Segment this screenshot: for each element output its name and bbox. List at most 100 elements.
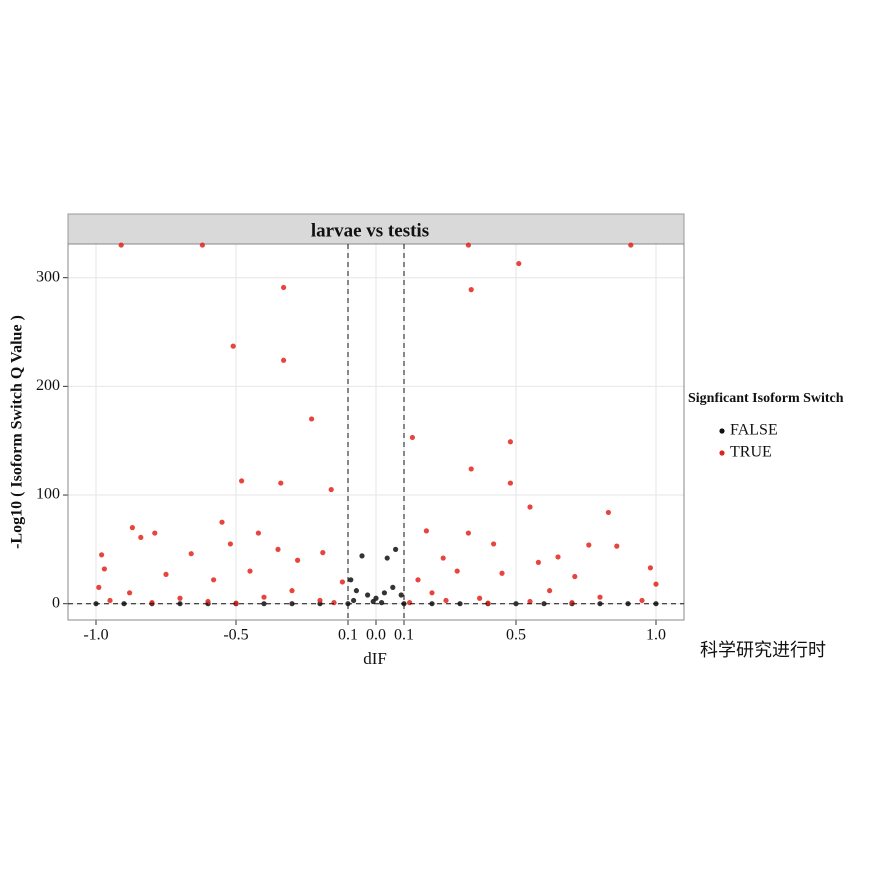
x-tick-label: 0.1: [394, 627, 414, 644]
point: [233, 600, 239, 606]
point: [219, 519, 225, 525]
point: [572, 573, 578, 580]
point: [499, 570, 505, 576]
x-tick-label: 0.1: [338, 627, 358, 644]
point: [465, 530, 471, 536]
legend-label: TRUE: [730, 444, 772, 461]
point: [339, 579, 345, 585]
legend-label: FALSE: [730, 422, 778, 439]
point: [507, 480, 513, 486]
point: [507, 439, 513, 445]
point: [639, 597, 645, 604]
point: [409, 434, 415, 441]
point: [152, 530, 158, 536]
point: [597, 594, 603, 600]
point: [468, 287, 474, 293]
point: [101, 566, 107, 572]
point: [107, 597, 113, 604]
point: [384, 555, 390, 561]
panel-title: larvae vs testis: [311, 220, 429, 241]
point: [281, 357, 287, 363]
x-tick-label: 0.5: [506, 627, 526, 644]
point: [423, 528, 429, 534]
point: [429, 590, 435, 596]
point: [129, 525, 135, 531]
point: [485, 600, 491, 606]
legend-title: Signficant Isoform Switch: [688, 391, 844, 406]
point: [99, 552, 105, 558]
watermark: 科学研究进行时: [700, 640, 826, 660]
point: [454, 568, 460, 574]
point: [541, 601, 547, 607]
point: [586, 542, 592, 548]
x-tick-label: 0.0: [366, 627, 386, 644]
point: [261, 594, 267, 600]
point: [278, 480, 284, 486]
point: [163, 571, 169, 577]
point: [281, 284, 287, 291]
point: [275, 546, 281, 552]
point: [118, 242, 124, 248]
point: [393, 546, 399, 552]
point: [149, 600, 155, 606]
point: [317, 597, 323, 604]
point: [443, 597, 449, 604]
x-tick-label: 1.0: [646, 627, 666, 644]
x-axis-label: dIF: [363, 649, 387, 668]
y-tick-label: 0: [52, 594, 60, 611]
point: [370, 598, 376, 605]
point: [230, 343, 236, 349]
point: [440, 555, 446, 561]
point: [605, 509, 612, 516]
point: [379, 600, 385, 606]
point: [127, 590, 133, 596]
point: [614, 543, 620, 549]
point: [289, 601, 295, 607]
x-tick-label: -0.5: [223, 627, 248, 644]
point: [328, 486, 334, 493]
point: [359, 553, 365, 559]
point: [351, 597, 357, 604]
point: [289, 588, 295, 594]
point: [261, 601, 267, 607]
point: [205, 598, 211, 605]
point: [247, 568, 253, 574]
point: [527, 598, 533, 605]
point: [138, 534, 144, 541]
point: [513, 601, 519, 607]
point: [211, 577, 217, 583]
point: [199, 242, 205, 248]
y-axis-label: -Log10 ( Isoform Switch Q Value ): [9, 315, 26, 549]
point: [628, 242, 634, 248]
point: [381, 590, 387, 596]
point: [255, 530, 261, 536]
point: [348, 577, 354, 583]
x-tick-label: -1.0: [83, 627, 108, 644]
point: [365, 592, 371, 598]
point: [331, 600, 337, 606]
y-tick-label: 100: [36, 486, 60, 503]
point: [555, 554, 561, 560]
plot-border: [67, 243, 685, 621]
point: [653, 581, 659, 587]
point: [516, 260, 522, 267]
strip: [67, 213, 685, 245]
point: [309, 416, 315, 422]
point: [320, 550, 326, 556]
y-tick-label: 200: [36, 377, 60, 394]
point: [527, 504, 533, 510]
y-tick-label: 300: [36, 268, 60, 285]
point: [407, 600, 413, 606]
point: [569, 600, 575, 606]
point: [188, 551, 194, 557]
point: [547, 588, 553, 594]
legend-marker: [719, 450, 725, 456]
point: [227, 541, 233, 547]
point: [491, 541, 497, 547]
point: [398, 592, 404, 598]
point: [468, 466, 474, 472]
point: [96, 584, 102, 590]
point: [177, 595, 183, 601]
point: [239, 478, 245, 484]
